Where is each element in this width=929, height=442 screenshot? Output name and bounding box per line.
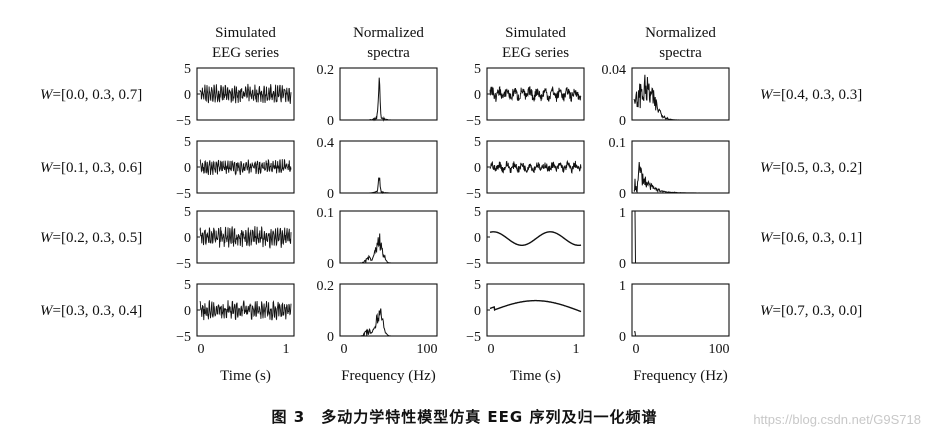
right-spectrum-4-ytick-1: 1 <box>619 279 626 294</box>
right-eeg-3-ytick-1: 5 <box>474 205 481 220</box>
left-spectrum-3-trace <box>342 233 435 264</box>
left-weight-label-1: W=[0.0, 0.3, 0.7] <box>40 87 142 103</box>
left-eeg-2-ytick-1: 5 <box>184 135 191 150</box>
col-3-xlabel: Time (s) <box>510 368 561 384</box>
right-eeg-1-ytick-3: −5 <box>466 114 481 129</box>
figure-canvas: Simulated EEG series Normalized spectra Simu… <box>40 25 862 384</box>
right-eeg-2-ytick-1: 5 <box>474 135 481 150</box>
left-eeg-2-trace <box>199 158 292 176</box>
col-2-xtick-2: 100 <box>417 342 438 357</box>
right-eeg-2-trace <box>489 159 582 174</box>
right-weight-label-3: W=[0.6, 0.3, 0.1] <box>760 230 862 246</box>
right-eeg-2-ytick-2: 0 <box>474 161 481 176</box>
col-1-xlabel: Time (s) <box>220 368 271 384</box>
right-spectrum-2-ytick-2: 0 <box>619 187 626 202</box>
right-eeg-1-ytick-2: 0 <box>474 88 481 103</box>
left-spectrum-1-axes <box>339 67 438 121</box>
right-spectrum-2-trace <box>633 161 727 194</box>
left-spectrum-1-trace <box>342 77 435 122</box>
col-3-xtick-1: 0 <box>488 342 495 357</box>
left-spectrum-1-ytick-2: 0 <box>327 114 334 129</box>
col-1-xtick-1: 0 <box>198 342 205 357</box>
col-4-xtick-1: 0 <box>633 342 640 357</box>
column-title-2-line-1: Normalized <box>353 25 424 41</box>
left-spectrum-2-axes <box>339 140 438 194</box>
column-title-4-line-2: spectra <box>659 45 702 61</box>
right-weight-label-4: W=[0.7, 0.3, 0.0] <box>760 303 862 319</box>
right-weight-label-1: W=[0.4, 0.3, 0.3] <box>760 87 862 103</box>
column-title-3-line-1: Simulated <box>505 25 566 41</box>
left-eeg-4-ytick-3: −5 <box>176 330 191 345</box>
right-eeg-4-ytick-3: −5 <box>466 330 481 345</box>
right-spectrum-3-ytick-1: 1 <box>619 206 626 221</box>
left-spectrum-3-ytick-2: 0 <box>327 257 334 272</box>
column-title-1-line-2: EEG series <box>212 45 279 61</box>
left-eeg-3-ytick-1: 5 <box>184 205 191 220</box>
col-2-xtick-1: 0 <box>341 342 348 357</box>
left-weight-label-2: W=[0.1, 0.3, 0.6] <box>40 160 142 176</box>
left-eeg-1-ytick-2: 0 <box>184 88 191 103</box>
watermark: https://blog.csdn.net/G9S718 <box>753 412 921 427</box>
col-2-xlabel: Frequency (Hz) <box>341 368 436 384</box>
right-eeg-4-trace <box>489 299 582 313</box>
left-eeg-3-trace <box>199 226 292 249</box>
column-title-2-line-2: spectra <box>367 45 410 61</box>
right-spectrum-3-axes <box>631 210 730 264</box>
right-eeg-4-ytick-2: 0 <box>474 304 481 319</box>
left-spectrum-2-trace <box>342 177 435 195</box>
column-title-3-line-2: EEG series <box>502 45 569 61</box>
left-spectrum-2-ytick-1: 0.4 <box>317 136 335 151</box>
right-weight-label-2: W=[0.5, 0.3, 0.2] <box>760 160 862 176</box>
right-eeg-3-axes <box>486 210 585 264</box>
left-weight-label-4: W=[0.3, 0.3, 0.4] <box>40 303 142 319</box>
left-eeg-2-ytick-2: 0 <box>184 161 191 176</box>
left-eeg-3-ytick-2: 0 <box>184 231 191 246</box>
column-title-1-line-1: Simulated <box>215 25 276 41</box>
right-eeg-4-ytick-1: 5 <box>474 278 481 293</box>
left-spectrum-2-ytick-2: 0 <box>327 187 334 202</box>
left-eeg-1-ytick-1: 5 <box>184 62 191 77</box>
right-eeg-4-axes <box>486 283 585 337</box>
column-title-4-line-1: Normalized <box>645 25 716 41</box>
left-spectrum-4-axes <box>339 283 438 337</box>
left-spectrum-4-ytick-2: 0 <box>327 330 334 345</box>
right-spectrum-1-trace <box>633 74 727 121</box>
left-spectrum-3-ytick-1: 0.1 <box>317 206 335 221</box>
right-spectrum-3-trace <box>634 210 727 264</box>
right-eeg-3-ytick-2: 0 <box>474 231 481 246</box>
left-spectrum-1-ytick-1: 0.2 <box>317 63 335 78</box>
left-spectrum-4-trace <box>342 308 435 337</box>
right-spectrum-2-ytick-1: 0.1 <box>609 136 627 151</box>
right-eeg-2-ytick-3: −5 <box>466 187 481 202</box>
col-4-xlabel: Frequency (Hz) <box>633 368 728 384</box>
col-1-xtick-2: 1 <box>283 342 290 357</box>
left-spectrum-3-axes <box>339 210 438 264</box>
left-eeg-1-trace <box>199 83 292 104</box>
right-spectrum-1-ytick-2: 0 <box>619 114 626 129</box>
right-eeg-3-trace <box>489 231 582 246</box>
right-spectrum-4-trace <box>634 331 727 337</box>
left-eeg-2-ytick-3: −5 <box>176 187 191 202</box>
right-spectrum-4-ytick-2: 0 <box>619 330 626 345</box>
right-eeg-1-trace <box>489 86 582 103</box>
right-spectrum-4-axes <box>631 283 730 337</box>
right-spectrum-3-ytick-2: 0 <box>619 257 626 272</box>
right-eeg-3-ytick-3: −5 <box>466 257 481 272</box>
left-weight-label-3: W=[0.2, 0.3, 0.5] <box>40 230 142 246</box>
left-eeg-4-ytick-2: 0 <box>184 304 191 319</box>
left-spectrum-4-ytick-1: 0.2 <box>317 279 335 294</box>
figure-caption: 图 3 多动力学特性模型仿真 EEG 序列及归一化频谱 <box>271 408 658 426</box>
left-eeg-1-ytick-3: −5 <box>176 114 191 129</box>
left-eeg-3-ytick-3: −5 <box>176 257 191 272</box>
left-eeg-4-trace <box>199 299 292 321</box>
col-4-xtick-2: 100 <box>709 342 730 357</box>
col-3-xtick-2: 1 <box>573 342 580 357</box>
left-eeg-4-ytick-1: 5 <box>184 278 191 293</box>
right-spectrum-1-ytick-1: 0.04 <box>602 63 627 78</box>
right-eeg-1-ytick-1: 5 <box>474 62 481 77</box>
